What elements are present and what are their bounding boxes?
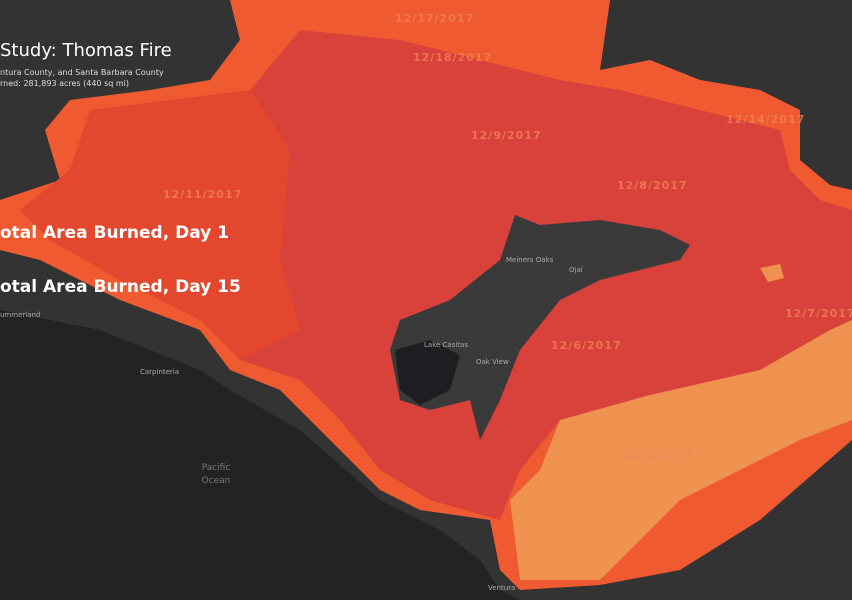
fire-label: 12/6/2017 [551,339,622,352]
fire-area [20,90,300,360]
place-label: ummerland [0,311,40,319]
unburned-valley [390,215,690,440]
fire-label: 12/14/2017 [726,113,805,126]
fire-label: 12/8/2017 [617,179,688,192]
fire-label: 12/5/2017 [623,449,694,462]
title: Study: Thomas Fire [0,40,172,61]
fire-label: 12/9/2017 [471,129,542,142]
place-label: Ojai [569,266,583,274]
place-label: Meiners Oaks [506,256,554,264]
fire-label: 12/7/2017 [785,307,852,320]
ocean [0,310,520,600]
ocean-label: Pacific [202,463,231,473]
fire-label: 12/11/2017 [163,188,242,201]
acres: rned: 281,893 acres (440 sq mi) [0,79,129,88]
fire-label: 12/17/2017 [395,12,474,25]
fire-label: 12/18/2017 [413,51,492,64]
fire-area [510,320,852,580]
place-label: Ventura [488,584,515,592]
place-label: Lake Casitas [424,341,468,349]
place-label: Oak View [476,358,509,366]
place-label: Carpinteria [140,368,179,376]
legend-item: otal Area Burned, Day 15 [0,277,241,297]
subtitle: ntura County, and Santa Barbara County [0,68,164,77]
fire-area [760,264,784,282]
lake [395,340,460,405]
ocean-label: Ocean [202,476,231,486]
legend-item: otal Area Burned, Day 1 [0,223,229,243]
